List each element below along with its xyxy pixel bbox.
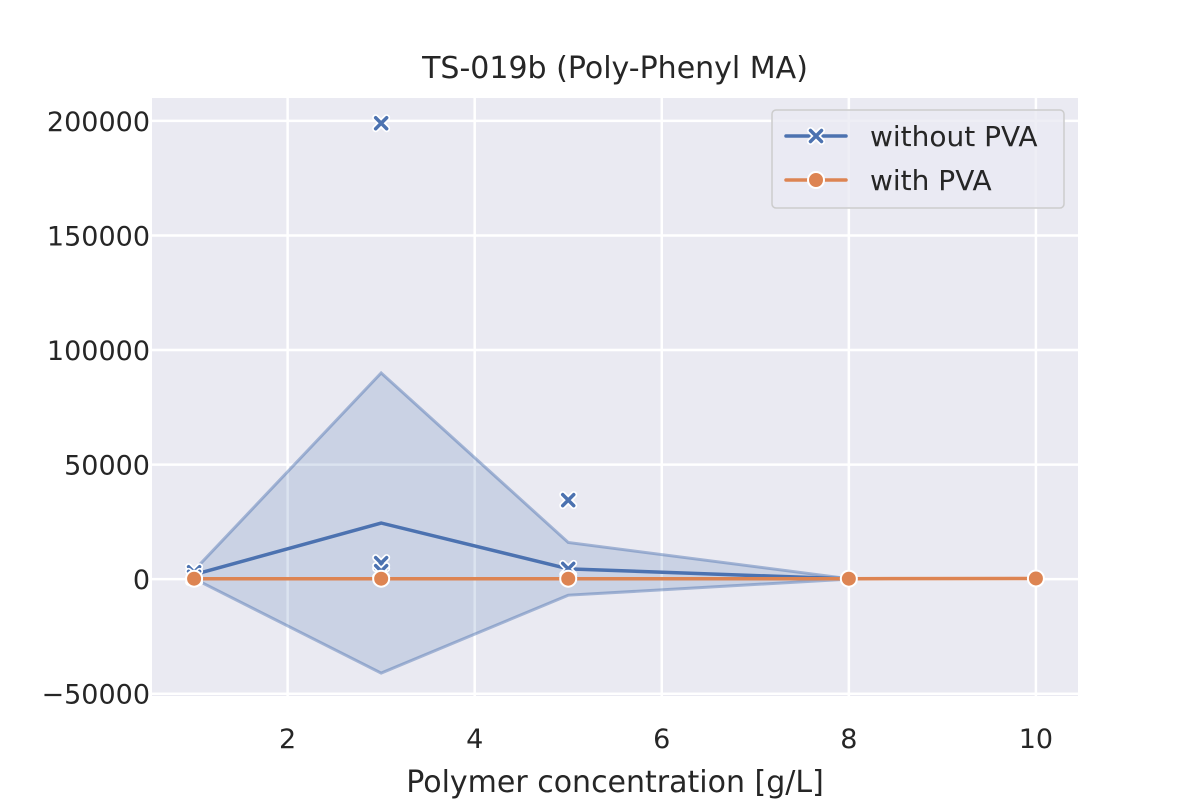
- data-point-with-pva: [185, 569, 204, 588]
- legend-label-without-pva: without PVA: [870, 120, 1038, 153]
- x-tick-label: 2: [279, 724, 296, 755]
- y-tick-label: 0: [133, 565, 150, 596]
- data-markers: [185, 114, 1045, 588]
- chart-title: TS-019b (Poly-Phenyl MA): [421, 51, 808, 86]
- legend-marker-without-pva: [807, 127, 825, 145]
- x-axis-label: Polymer concentration [g/L]: [406, 765, 824, 800]
- data-point-without-pva: [559, 491, 578, 510]
- legend: without PVA with PVA: [771, 109, 1065, 209]
- legend-marker-icon-with-pva: [807, 171, 825, 189]
- data-point-with-pva: [559, 569, 578, 588]
- data-point-with-pva: [839, 569, 858, 588]
- x-tick-label: 10: [1019, 724, 1053, 755]
- y-tick-label: 100000: [47, 336, 150, 367]
- x-tick-label: 6: [653, 724, 670, 755]
- data-point-with-pva: [1026, 569, 1045, 588]
- y-tick-label: 200000: [47, 107, 150, 138]
- legend-label-with-pva: with PVA: [870, 164, 992, 197]
- data-point-without-pva: [372, 114, 391, 133]
- data-point-with-pva: [372, 569, 391, 588]
- y-tick-label: 50000: [64, 451, 150, 482]
- band-upper-edge-without-pva: [193, 370, 850, 581]
- x-tick-labels: 2 4 6 8 10: [279, 724, 1053, 755]
- y-tick-label: −50000: [41, 680, 150, 711]
- legend-marker-icon-without-pva: [807, 127, 825, 145]
- confidence-bands: [193, 370, 850, 675]
- series-line-without-pva: [193, 521, 849, 581]
- confidence-band-without-pva: [194, 372, 849, 674]
- x-tick-label: 8: [840, 724, 857, 755]
- band-lower-edge-without-pva: [193, 577, 849, 675]
- y-tick-label: 150000: [47, 221, 150, 252]
- y-tick-labels: −50000 0 50000 100000 150000 200000: [41, 107, 150, 711]
- x-tick-label: 4: [466, 724, 483, 755]
- legend-marker-with-pva: [807, 171, 825, 189]
